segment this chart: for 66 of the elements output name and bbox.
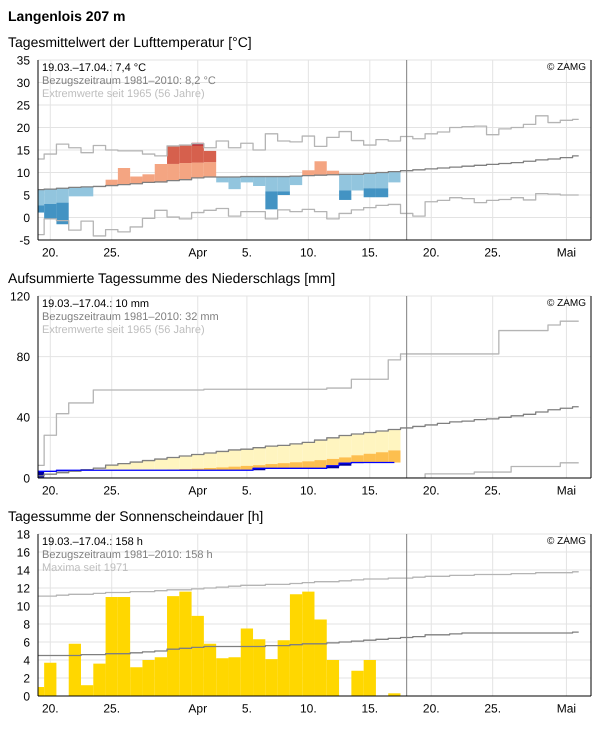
annotation: Extremwerte seit 1965 (56 Jahre) [42, 88, 206, 101]
x-tick-label: 20. [42, 484, 59, 498]
chart-title: Tagessumme der Sonnenscheindauer [h] [8, 508, 264, 526]
x-tick-label: 5. [242, 484, 252, 498]
y-tick-label: 8 [23, 617, 30, 632]
y-tick-label: 15 [16, 143, 30, 158]
y-tick-label: 5 [23, 188, 30, 202]
y-tick-label: 0 [23, 471, 30, 486]
annotation: © ZAMG [546, 298, 586, 309]
y-tick-label: 0 [23, 210, 30, 225]
chart-title: Aufsummierte Tagessumme des Niederschlags [mm] [8, 270, 336, 288]
annotation: 19.03.–17.04.: 7,4 °C [42, 62, 148, 75]
x-tick-label: 10. [300, 246, 317, 260]
annotation: © ZAMG [546, 62, 586, 73]
y-tick-label: 12 [16, 581, 30, 596]
y-tick-label: 14 [16, 563, 30, 578]
x-tick-label: Mai [556, 246, 576, 260]
annotation: © ZAMG [546, 536, 586, 547]
y-tick-label: 4 [23, 653, 30, 668]
x-tick-label: Mai [556, 702, 576, 716]
x-tick-label: 15. [361, 246, 378, 260]
x-tick-label: 25. [484, 702, 502, 716]
x-tick-label: Apr [188, 484, 208, 498]
x-tick-label: 20. [422, 702, 440, 716]
annotation: Bezugszeitraum 1981–2010: 158 h [42, 549, 213, 562]
x-tick-label: 20. [42, 702, 59, 716]
x-tick-label: 20. [42, 246, 59, 260]
x-tick-label: 25. [484, 484, 502, 498]
x-tick-label: 5. [242, 246, 252, 260]
x-tick-label: 25. [103, 484, 120, 498]
chart-title: Langenlois 207 m [8, 8, 126, 26]
x-tick-label: 25. [103, 246, 120, 260]
annotation: Bezugszeitraum 1981–2010: 32 mm [42, 311, 219, 324]
annotation: 19.03.–17.04.: 158 h [42, 536, 144, 549]
x-tick-label: 10. [300, 702, 317, 716]
y-tick-label: 0 [23, 689, 30, 704]
x-tick-label: 20. [422, 246, 440, 260]
y-tick-label: 16 [16, 545, 30, 560]
y-tick-label: 30 [16, 76, 30, 90]
y-tick-label: 40 [16, 410, 30, 425]
y-tick-label: -5 [19, 233, 30, 248]
x-tick-label: Mai [556, 484, 576, 498]
y-tick-label: 6 [23, 635, 30, 650]
annotation: Extremwerte seit 1965 (56 Jahre) [42, 324, 206, 337]
x-tick-label: 25. [103, 702, 120, 716]
chart-subtitle: Tagesmittelwert der Lufttemperatur [°C] [8, 34, 253, 52]
x-tick-label: Apr [188, 702, 208, 716]
x-tick-label: 10. [300, 484, 317, 498]
y-tick-label: 10 [16, 599, 30, 614]
y-tick-label: 20 [16, 120, 30, 135]
x-tick-label: 15. [361, 484, 378, 498]
annotation: Bezugszeitraum 1981–2010: 8,2 °C [42, 75, 216, 88]
y-tick-label: 10 [16, 166, 30, 180]
x-tick-label: Apr [188, 246, 208, 260]
y-tick-label: 120 [10, 289, 30, 304]
x-tick-label: 20. [422, 484, 440, 498]
x-tick-label: 15. [361, 702, 378, 716]
x-tick-label: 25. [484, 246, 502, 260]
annotation: 19.03.–17.04.: 10 mm [42, 298, 150, 311]
y-tick-label: 80 [16, 350, 30, 364]
y-tick-label: 18 [16, 527, 30, 542]
y-tick-label: 35 [16, 53, 30, 68]
x-tick-label: 5. [242, 702, 252, 716]
y-tick-label: 2 [23, 671, 30, 686]
annotation: Maxima seit 1971 [42, 562, 130, 575]
y-tick-label: 25 [16, 98, 30, 112]
